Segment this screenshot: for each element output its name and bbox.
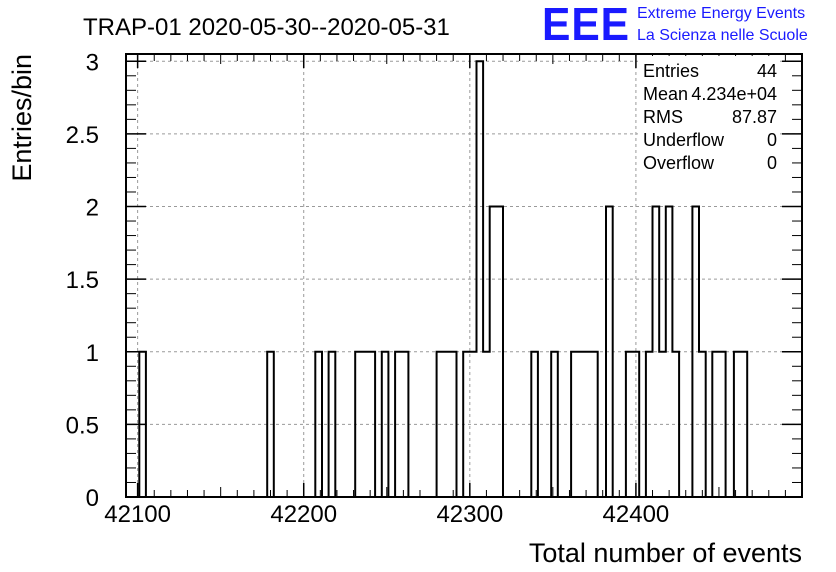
- stat-label-mean: Mean: [643, 84, 688, 104]
- y-tick-label: 1.5: [66, 267, 99, 294]
- y-tick-label: 0.5: [66, 412, 99, 439]
- y-tick-label: 0: [86, 485, 99, 512]
- stats-box: Entries 44 Mean 4.234e+04 RMS 87.87 Unde…: [638, 56, 780, 174]
- stat-label-entries: Entries: [643, 61, 699, 81]
- eee-logo-mark: EEE: [542, 0, 630, 50]
- eee-logo: EEE Extreme Energy Events La Scienza nel…: [542, 0, 808, 50]
- axis-ticks: [126, 54, 802, 498]
- y-tick-label: 2: [86, 195, 99, 222]
- y-tick-label: 1: [86, 340, 99, 367]
- stat-value-rms: 87.87: [732, 107, 777, 127]
- stat-label-rms: RMS: [643, 107, 683, 127]
- stats-box-background: [638, 56, 780, 174]
- x-tick-label: 42300: [436, 501, 503, 528]
- histogram-outline: [138, 60, 749, 498]
- stat-label-underflow: Underflow: [643, 130, 725, 150]
- y-axis-title: Entries/bin: [7, 54, 37, 182]
- x-tick-label: 42200: [270, 501, 337, 528]
- x-axis-title: Total number of events: [529, 538, 802, 568]
- y-tick-label: 3: [86, 49, 99, 76]
- stat-label-overflow: Overflow: [643, 153, 715, 173]
- stat-value-mean: 4.234e+04: [691, 84, 777, 104]
- stat-value-entries: 44: [757, 61, 777, 81]
- eee-logo-line1: Extreme Energy Events: [637, 5, 805, 22]
- x-tick-label: 42100: [104, 501, 171, 528]
- eee-logo-line2: La Scienza nelle Scuole: [637, 27, 808, 44]
- y-tick-label: 2.5: [66, 122, 99, 149]
- stat-value-overflow: 0: [767, 153, 777, 173]
- chart-title: TRAP-01 2020-05-30--2020-05-31: [83, 14, 450, 41]
- tick-labels: 42100 42200 42300 42400 0 0.5 1 1.5 2 2.5 3: [66, 49, 670, 528]
- stat-value-underflow: 0: [767, 130, 777, 150]
- x-tick-label: 42400: [603, 501, 670, 528]
